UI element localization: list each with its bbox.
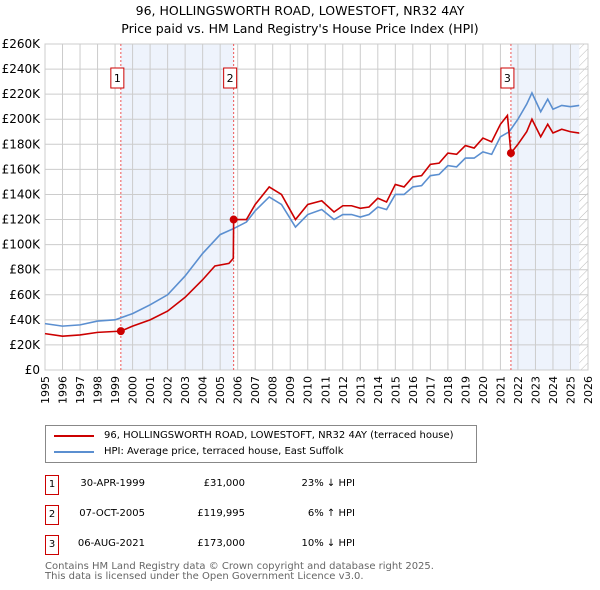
y-tick-label: £80K xyxy=(9,263,41,277)
y-tick-label: £60K xyxy=(9,288,41,302)
y-tick-label: £260K xyxy=(2,37,42,51)
x-tick-label: 2026 xyxy=(582,376,595,404)
x-tick-label: 2011 xyxy=(319,376,332,404)
x-tick-label: 2003 xyxy=(179,376,192,404)
y-tick-label: £100K xyxy=(2,238,42,252)
y-tick-label: £180K xyxy=(2,137,42,151)
legend-property: 96, HOLLINGSWORTH ROAD, LOWESTOFT, NR32 … xyxy=(104,430,454,441)
chart-subtitle: Price paid vs. HM Land Registry's House … xyxy=(121,21,479,36)
x-tick-label: 2012 xyxy=(337,376,350,404)
x-tick-label: 1996 xyxy=(57,376,70,404)
x-tick-label: 1999 xyxy=(109,376,122,404)
x-tick-label: 2010 xyxy=(302,376,315,404)
x-tick-label: 2023 xyxy=(529,376,542,404)
sale-row: 3 06-AUG-2021 £173,000 10% ↓ HPI xyxy=(45,535,465,555)
sale-row: 2 07-OCT-2005 £119,995 6% ↑ HPI xyxy=(45,505,465,525)
legend: 96, HOLLINGSWORTH ROAD, LOWESTOFT, NR32 … xyxy=(45,425,477,463)
x-tick-label: 2018 xyxy=(442,376,455,404)
x-tick-label: 1995 xyxy=(39,376,52,404)
sale-row: 1 30-APR-1999 £31,000 23% ↓ HPI xyxy=(45,475,465,495)
x-tick-label: 2002 xyxy=(162,376,175,404)
x-tick-label: 2008 xyxy=(267,376,280,404)
y-tick-label: £140K xyxy=(2,187,42,201)
sale-price: £31,000 xyxy=(203,478,245,489)
sale-badge xyxy=(500,67,515,89)
x-tick-label: 2009 xyxy=(284,376,297,404)
legend-blue-line xyxy=(54,450,94,453)
x-tick-label: 2014 xyxy=(372,376,385,404)
y-tick-label: £200K xyxy=(2,112,42,126)
future-hatch xyxy=(579,44,588,370)
sale-date: 07-OCT-2005 xyxy=(79,508,145,519)
sale-hpi-diff: 6% ↑ HPI xyxy=(307,508,355,519)
plot-frame xyxy=(44,43,589,371)
sale-point xyxy=(116,327,125,336)
sale-point xyxy=(229,215,238,224)
y-tick-label: £0 xyxy=(25,363,40,377)
property-price-line xyxy=(44,113,580,337)
y-tick-label: £40K xyxy=(9,313,41,327)
sale-date: 30-APR-1999 xyxy=(80,478,145,489)
sale-point xyxy=(506,149,515,158)
sale-badge: 3 xyxy=(45,535,59,555)
hpi-line xyxy=(44,91,580,327)
x-tick-label: 2015 xyxy=(389,376,402,404)
sale-hpi-diff: 10% ↓ HPI xyxy=(301,538,355,549)
y-tick-label: £120K xyxy=(2,213,42,227)
x-tick-label: 2006 xyxy=(232,376,245,404)
sale-badge: 2 xyxy=(45,505,59,525)
x-tick-label: 1998 xyxy=(92,376,105,404)
sale-badge-label: 3 xyxy=(504,72,511,85)
x-tick-label: 2022 xyxy=(512,376,525,404)
x-tick-label: 2004 xyxy=(197,376,210,404)
y-tick-label: £20K xyxy=(9,338,41,352)
sale-badge xyxy=(110,67,125,89)
legend-red-line xyxy=(54,434,94,437)
shade-region-1 xyxy=(120,44,234,370)
sale-price: £119,995 xyxy=(197,508,245,519)
x-tick-label: 2024 xyxy=(547,376,560,404)
x-tick-label: 2005 xyxy=(214,376,227,404)
chart-title: 96, HOLLINGSWORTH ROAD, LOWESTOFT, NR32 … xyxy=(135,3,465,18)
x-tick-label: 2025 xyxy=(564,376,577,404)
x-tick-label: 2001 xyxy=(144,376,157,404)
y-tick-label: £160K xyxy=(2,162,42,176)
y-tick-label: £220K xyxy=(2,87,42,101)
footer-line-1: Contains HM Land Registry data © Crown c… xyxy=(45,561,434,572)
sale-date: 06-AUG-2021 xyxy=(77,538,145,549)
sale-badge xyxy=(223,67,238,89)
sale-badge-label: 2 xyxy=(227,72,234,85)
sale-hpi-diff: 23% ↓ HPI xyxy=(301,478,355,489)
footer-line-2: This data is licensed under the Open Gov… xyxy=(45,571,364,582)
x-tick-label: 2000 xyxy=(127,376,140,404)
y-tick-label: £240K xyxy=(2,62,42,76)
sale-badge: 1 xyxy=(45,475,59,495)
x-tick-label: 2017 xyxy=(424,376,437,404)
x-tick-label: 1997 xyxy=(74,376,87,404)
sale-price: £173,000 xyxy=(197,538,245,549)
x-tick-label: 2013 xyxy=(354,376,367,404)
x-tick-label: 2021 xyxy=(494,376,507,404)
footer: Contains HM Land Registry data © Crown c… xyxy=(45,562,434,582)
sale-badge-label: 1 xyxy=(114,72,121,85)
x-tick-label: 2019 xyxy=(459,376,472,404)
shade-region-2 xyxy=(510,44,580,370)
x-tick-label: 2007 xyxy=(249,376,262,404)
price-chart: 1995 1996 1997 1998 1999 2000 2001 2002 2003 2004… xyxy=(2,37,595,404)
x-tick-label: 2016 xyxy=(407,376,420,404)
x-tick-label: 2020 xyxy=(477,376,490,404)
legend-hpi: HPI: Average price, terraced house, East… xyxy=(104,446,344,457)
